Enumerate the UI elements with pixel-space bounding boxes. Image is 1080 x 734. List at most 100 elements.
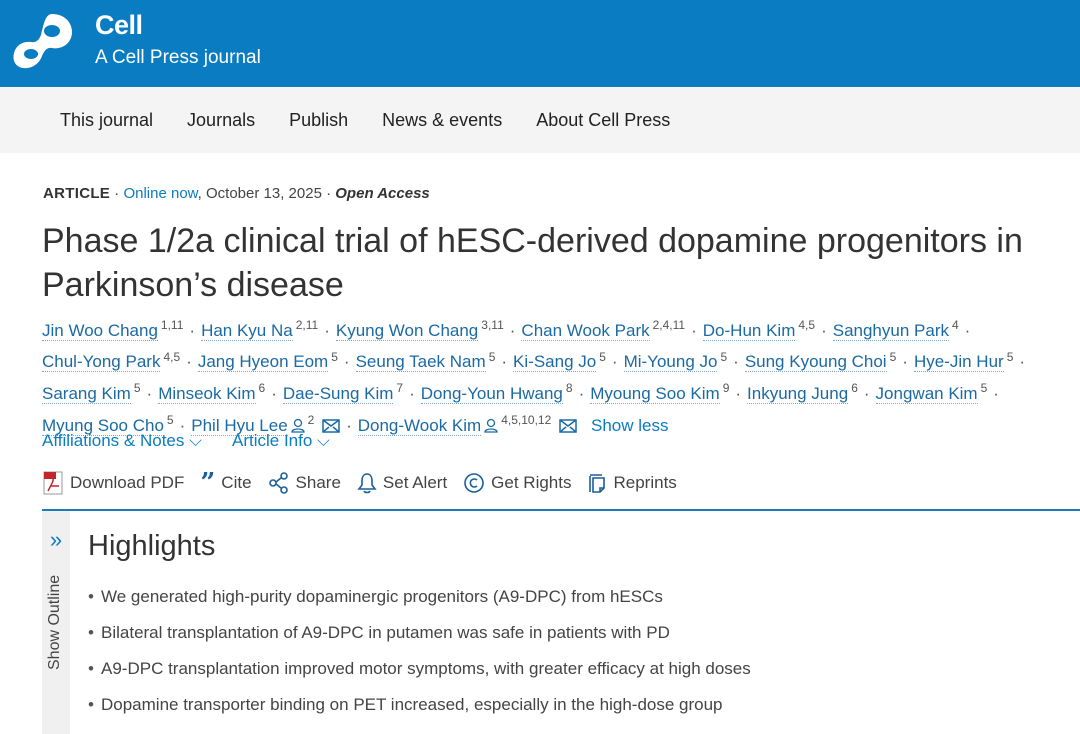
divider bbox=[42, 509, 1080, 511]
highlight-item: Bilateral transplantation of A9-DPC in p… bbox=[88, 621, 751, 657]
affiliation-sup: 5 bbox=[331, 349, 338, 364]
author-link[interactable]: Seung Taek Nam bbox=[355, 352, 486, 373]
email-icon[interactable] bbox=[559, 418, 577, 433]
share-icon bbox=[268, 472, 288, 494]
separator: · bbox=[1019, 352, 1026, 372]
author-link[interactable]: Do-Hun Kim bbox=[702, 320, 796, 341]
highlight-item: We generated high-purity dopaminergic pr… bbox=[88, 585, 751, 621]
affiliation-sup: 5 bbox=[980, 381, 988, 396]
author-link[interactable]: Han Kyu Na bbox=[201, 320, 293, 341]
double-chevron-right-icon[interactable]: » bbox=[49, 527, 63, 552]
author-link[interactable]: Myoung Soo Kim bbox=[590, 383, 720, 404]
separator: · bbox=[509, 320, 516, 340]
nav-this-journal[interactable]: This journal bbox=[60, 109, 154, 130]
nav-news-events[interactable]: News & events bbox=[382, 109, 503, 130]
affiliation-sup: 4 bbox=[951, 318, 959, 332]
tool-label: Download PDF bbox=[70, 473, 185, 492]
highlight-item: A9-DPC transplantation improved motor sy… bbox=[88, 657, 751, 693]
set-alert-button[interactable]: Set Alert bbox=[357, 472, 447, 494]
author-link[interactable]: Ki-Sang Jo bbox=[513, 352, 597, 373]
author-link[interactable]: Phil Hyu Lee bbox=[191, 415, 288, 436]
affiliation-sup: 5 bbox=[889, 349, 897, 364]
author-link[interactable]: Dae-Sung Kim bbox=[282, 383, 394, 404]
author-link[interactable]: Dong-Youn Hwang bbox=[420, 383, 563, 404]
article-info-toggle[interactable]: Article Info ⌵ bbox=[232, 431, 330, 451]
nav-about[interactable]: About Cell Press bbox=[536, 109, 671, 130]
author-link[interactable]: Sarang Kim bbox=[42, 383, 131, 404]
email-icon[interactable] bbox=[322, 418, 340, 433]
author-link[interactable]: Jin Woo Chang bbox=[42, 320, 158, 341]
outline-sidebar[interactable]: » bbox=[42, 511, 70, 734]
author-link[interactable]: Kyung Won Chang bbox=[335, 320, 479, 341]
author-link[interactable]: Inkyung Jung bbox=[747, 383, 849, 404]
nav-journals[interactable]: Journals bbox=[187, 109, 256, 130]
affiliation-sup: 5 bbox=[599, 349, 606, 364]
separator: · bbox=[189, 320, 196, 340]
open-access: Open Access bbox=[335, 185, 430, 202]
separator: · bbox=[902, 352, 908, 372]
pub-date: , October 13, 2025 bbox=[197, 185, 322, 202]
reprints-icon bbox=[589, 474, 606, 493]
affiliation-sup: 4,5 bbox=[798, 318, 816, 332]
affiliations-label: Affiliations & Notes bbox=[42, 431, 185, 450]
affiliation-sup: 3,11 bbox=[481, 318, 504, 332]
person-icon bbox=[291, 418, 305, 433]
tool-label: Cite bbox=[221, 473, 252, 492]
tool-label: Share bbox=[295, 473, 341, 492]
online-status[interactable]: Online now bbox=[123, 185, 198, 202]
affiliation-sup: 5 bbox=[720, 349, 728, 364]
author-link[interactable]: Myung Soo Cho bbox=[42, 415, 164, 436]
brand-name[interactable]: Cell bbox=[95, 10, 143, 40]
author-link[interactable]: Hye-Jin Hur bbox=[913, 352, 1004, 373]
separator: · bbox=[863, 383, 870, 403]
affiliations-toggle[interactable]: Affiliations & Notes ⌵ bbox=[42, 431, 202, 451]
author-list: Jin Woo Chang 1,11 · Han Kyu Na 2,11 · Kyung W… bbox=[42, 312, 1080, 439]
main-nav: This journal Journals Publish News & eve… bbox=[0, 87, 1080, 153]
separator: · bbox=[578, 383, 585, 403]
brand-subtitle: A Cell Press journal bbox=[95, 47, 261, 68]
nav-publish[interactable]: Publish bbox=[289, 109, 349, 130]
share-button[interactable]: Share bbox=[268, 472, 341, 494]
article-meta: ARTICLE · Online now, October 13, 2025 ·… bbox=[43, 185, 430, 202]
site-header: Cell A Cell Press journal bbox=[0, 0, 1080, 87]
cell-logo[interactable] bbox=[12, 10, 76, 72]
reprints-button[interactable]: Reprints bbox=[587, 472, 677, 494]
tool-label: Set Alert bbox=[382, 473, 448, 492]
separator: · bbox=[409, 383, 415, 403]
article-info-label: Article Info bbox=[232, 431, 313, 450]
affiliation-sup: 2 bbox=[307, 412, 315, 427]
copyright-icon bbox=[464, 473, 484, 493]
affiliation-sup: 2,4,11 bbox=[652, 318, 686, 332]
article-toolbar: Download PDF ” Cite Share Set Alert Get R… bbox=[42, 470, 677, 496]
author-link[interactable]: Sanghyun Park bbox=[832, 320, 949, 341]
affiliation-sup: 5 bbox=[1006, 349, 1014, 364]
author-link[interactable]: Jang Hyeon Eom bbox=[197, 352, 329, 373]
separator: · bbox=[733, 352, 739, 372]
separator: · bbox=[993, 383, 999, 403]
author-link[interactable]: Mi-Young Jo bbox=[623, 352, 718, 373]
affiliation-sup: 4,5,10,12 bbox=[501, 412, 552, 427]
bell-icon bbox=[357, 473, 377, 494]
separator: · bbox=[179, 415, 186, 435]
author-link[interactable]: Dong-Wook Kim bbox=[357, 415, 482, 436]
get-rights-button[interactable]: Get Rights bbox=[463, 472, 571, 494]
separator: · bbox=[271, 383, 277, 403]
author-link[interactable]: Sung Kyoung Choi bbox=[744, 352, 887, 373]
affiliation-sup: 2,11 bbox=[295, 318, 319, 332]
affiliation-sup: 1,11 bbox=[160, 318, 184, 332]
tool-label: Reprints bbox=[613, 473, 677, 492]
affiliation-sup: 6 bbox=[851, 381, 858, 396]
separator: · bbox=[343, 352, 350, 372]
person-icon bbox=[484, 418, 498, 433]
author-link[interactable]: Chan Wook Park bbox=[521, 320, 650, 341]
show-outline-label[interactable]: Show Outline bbox=[46, 574, 63, 670]
author-link[interactable]: Jongwan Kim bbox=[875, 383, 978, 404]
author-link[interactable]: Chul-Yong Park bbox=[42, 352, 161, 373]
cite-button[interactable]: ” Cite bbox=[200, 470, 252, 496]
separator: · bbox=[611, 352, 618, 372]
author-link[interactable]: Minseok Kim bbox=[158, 383, 256, 404]
separator: · bbox=[691, 320, 697, 340]
chevron-down-icon: ⌵ bbox=[317, 431, 330, 450]
show-less-link[interactable]: Show less bbox=[590, 415, 669, 435]
download-pdf-button[interactable]: Download PDF bbox=[42, 471, 184, 495]
